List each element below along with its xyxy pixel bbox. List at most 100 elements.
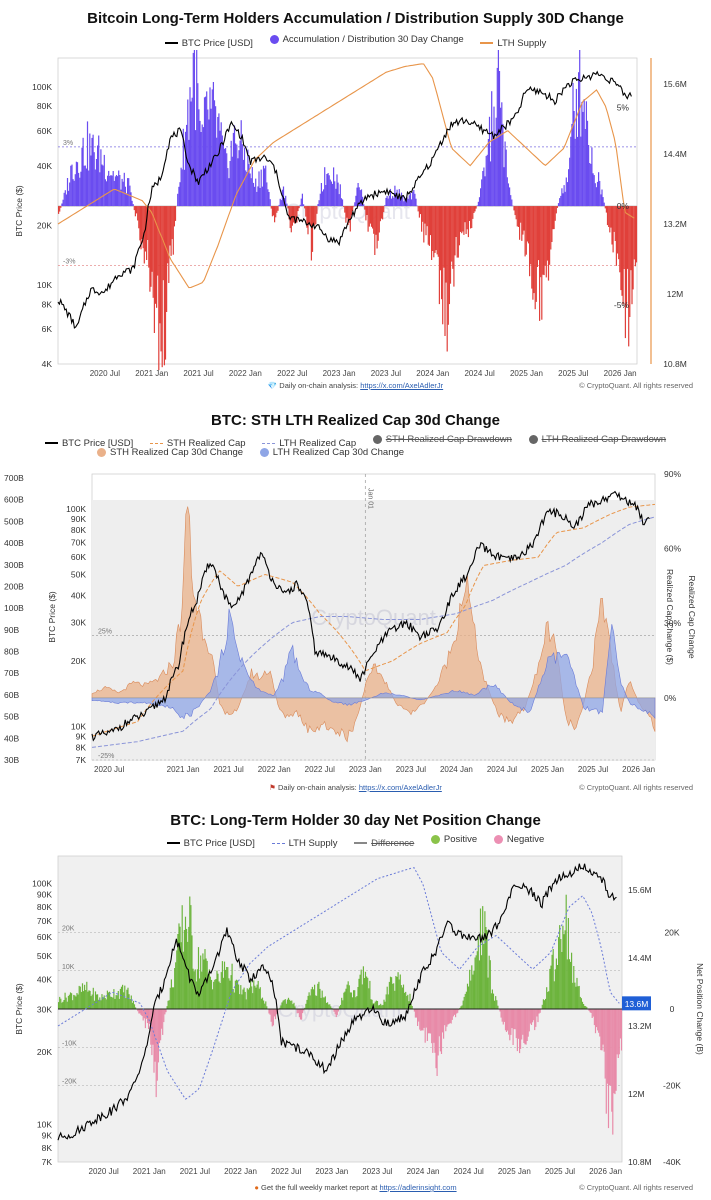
net-change-bar xyxy=(285,1003,287,1009)
footer-link[interactable]: https://adlerinsight.com xyxy=(379,1183,457,1192)
footer-link[interactable]: https://x.com/AxelAdlerJr xyxy=(360,381,444,390)
watermark: CryptoQuant xyxy=(311,605,436,630)
net-change-bar xyxy=(289,999,291,1009)
net-change-bar xyxy=(305,1003,307,1009)
change-bar xyxy=(133,206,135,211)
change-bar xyxy=(414,193,416,207)
legend-item[interactable]: LTH Realized Cap Drawdown xyxy=(528,434,666,445)
x-tick-label: 2022 Jul xyxy=(271,1167,301,1176)
legend-item[interactable]: Positive xyxy=(430,834,477,845)
change-bar xyxy=(425,206,427,236)
legend-item[interactable]: LTH Realized Cap 30d Change xyxy=(259,447,404,458)
footer-link[interactable]: https://x.com/AxelAdlerJr xyxy=(358,783,442,792)
net-change-bar xyxy=(592,1009,594,1017)
right-outer-tick-label: 13.2M xyxy=(663,219,687,229)
net-change-bar xyxy=(188,926,190,1009)
change-bar xyxy=(89,133,91,207)
legend-item[interactable]: Negative xyxy=(493,834,544,845)
change-bar xyxy=(350,206,353,216)
change-bar xyxy=(606,206,609,226)
change-bar xyxy=(588,145,590,206)
right-tick-label: 60% xyxy=(664,544,681,554)
legend-item[interactable]: LTH Realized Cap xyxy=(262,438,356,449)
net-change-bar xyxy=(484,911,486,1009)
net-change-bar xyxy=(344,991,346,1009)
net-change-bar xyxy=(60,998,62,1009)
change-bar xyxy=(582,111,584,207)
change-bar xyxy=(463,206,465,235)
change-bar xyxy=(438,206,441,305)
y-tick-label: 4K xyxy=(42,359,53,369)
net-change-bar xyxy=(606,1009,608,1084)
net-change-bar xyxy=(327,1002,329,1009)
change-bar xyxy=(372,206,374,229)
net-change-bar xyxy=(272,1009,274,1026)
change-bar xyxy=(526,206,529,242)
change-bar xyxy=(353,206,355,207)
change-bar xyxy=(366,206,368,215)
legend-item[interactable]: LTH Supply xyxy=(271,838,338,849)
legend-item[interactable]: LTH Supply xyxy=(480,38,546,49)
change-bar xyxy=(297,206,299,212)
change-bar xyxy=(566,182,569,207)
change-bar xyxy=(506,177,508,207)
legend-item[interactable]: BTC Price [USD] xyxy=(166,838,255,849)
chart1-legend: BTC Price [USD] Accumulation / Distribut… xyxy=(0,34,711,49)
y-tick-label: 50K xyxy=(37,951,52,961)
change-bar xyxy=(619,206,621,273)
net-change-bar xyxy=(510,1009,512,1035)
change-bar xyxy=(466,206,468,230)
net-change-bar xyxy=(504,1009,507,1031)
net-change-bar xyxy=(424,1009,426,1043)
net-change-bar xyxy=(80,991,82,1009)
change-bar xyxy=(374,206,376,255)
change-bar xyxy=(554,206,556,221)
net-change-bar xyxy=(541,1004,543,1009)
net-change-bar xyxy=(348,985,350,1009)
change-bar xyxy=(294,206,296,224)
right-axis-label: Realized Cap Change xyxy=(687,575,697,658)
change-bar xyxy=(392,196,394,207)
legend-item[interactable]: Difference xyxy=(354,838,414,849)
change-bar xyxy=(181,169,183,207)
change-bar xyxy=(226,153,228,207)
net-change-bar xyxy=(148,1009,150,1029)
x-tick-label: 2021 Jul xyxy=(180,1167,210,1176)
change-bar xyxy=(635,206,638,263)
legend-item[interactable]: STH Realized Cap Drawdown xyxy=(372,434,512,445)
legend-item[interactable]: BTC Price [USD] xyxy=(164,38,253,49)
legend-item[interactable]: Accumulation / Distribution 30 Day Chang… xyxy=(269,34,464,45)
change-bar xyxy=(511,199,513,207)
net-change-bar xyxy=(434,1009,436,1053)
net-change-bar xyxy=(175,962,177,1009)
change-bar xyxy=(207,109,209,207)
change-bar xyxy=(109,176,111,207)
net-change-bar xyxy=(577,986,579,1009)
net-change-bar xyxy=(203,959,205,1009)
change-bar xyxy=(580,136,582,206)
change-bar xyxy=(300,198,302,207)
change-bar xyxy=(337,182,339,207)
change-bar xyxy=(630,206,632,271)
legend-item[interactable]: STH Realized Cap 30d Change xyxy=(97,447,243,458)
net-change-bar xyxy=(244,991,246,1009)
change-bar xyxy=(465,206,467,234)
net-change-bar xyxy=(308,992,310,1009)
net-change-bar xyxy=(617,1009,619,1058)
cap-tick-label: 70B xyxy=(4,668,19,678)
legend-item[interactable]: BTC Price [USD] xyxy=(44,438,133,449)
change-bar xyxy=(487,139,490,207)
legend-item[interactable]: STH Realized Cap xyxy=(149,438,246,449)
net-change-bar xyxy=(586,1007,588,1009)
change-bar xyxy=(152,206,154,298)
change-bar xyxy=(585,101,588,207)
change-bar xyxy=(591,147,593,207)
net-change-bar xyxy=(396,976,398,1009)
net-change-bar xyxy=(584,1005,586,1009)
change-bar xyxy=(210,108,212,207)
change-bar xyxy=(565,177,567,207)
net-change-bar xyxy=(173,987,175,1009)
net-change-bar xyxy=(270,1009,272,1022)
change-bar xyxy=(333,167,335,206)
change-bar xyxy=(484,176,486,207)
